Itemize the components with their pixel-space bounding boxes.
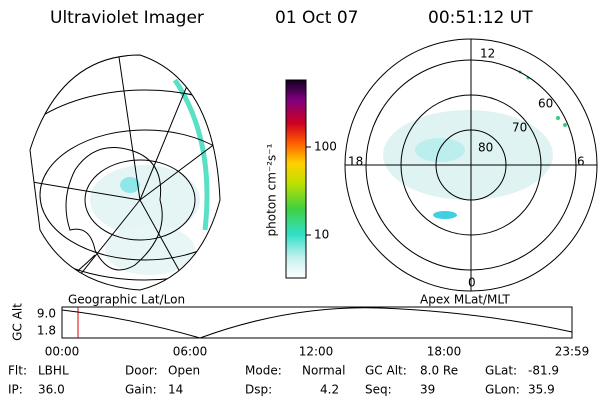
footer-label: IP: [8,383,23,397]
footer-value: 36.0 [38,383,65,397]
footer-label: Mode: [245,364,282,378]
alt-ytick: 1.8 [37,324,56,338]
date: 01 Oct 07 [275,8,358,28]
footer-value: Open [168,364,200,378]
altitude-plot [61,306,573,339]
footer-label: GLat: [485,364,517,378]
alt-xtick: 12:00 [299,345,334,359]
geographic-map [29,54,221,291]
mlt-label: 0 [468,276,476,290]
alt-xtick: 06:00 [173,345,208,359]
footer-label: Seq: [365,383,392,397]
footer-value: 35.9 [528,383,555,397]
colorbar-label: photon cm⁻²s⁻¹ [265,143,279,236]
instrument: Ultraviolet Imager [50,8,204,28]
mlt-label: 12 [480,47,495,61]
footer-value: 14 [168,383,183,397]
alt-ylabel: GC Alt [11,303,25,341]
footer: Flt: LBHL Door: Open Mode: Normal GC Alt: 8.0 R… [8,364,559,397]
footer-label: Gain: [125,383,157,397]
colorbar-tick-label: 100 [314,140,337,154]
footer-value: LBHL [38,364,69,378]
footer-label: GC Alt: [365,364,407,378]
footer-label: Door: [125,364,158,378]
polar-map [344,38,598,292]
footer-value: 4.2 [320,383,339,397]
lat-label: 70 [512,121,527,135]
alt-ytick: 9.0 [37,307,56,321]
right-caption: Apex MLat/MLT [420,293,510,307]
footer-value: 8.0 Re [420,364,458,378]
colorbar [285,79,307,279]
alt-xtick: 18:00 [427,345,462,359]
lat-label: 80 [478,141,493,155]
footer-value: 39 [420,383,435,397]
alt-xtick: 00:00 [45,345,80,359]
footer-label: Flt: [8,364,27,378]
time: 00:51:12 UT [428,8,533,28]
lat-label: 60 [538,97,553,111]
mlt-label: 6 [577,155,585,169]
mlt-label: 18 [348,155,363,169]
footer-label: Dsp: [245,383,272,397]
footer-value: -81.9 [528,364,559,378]
colorbar-tick-label: 10 [314,228,329,242]
footer-label: GLon: [485,383,520,397]
alt-xtick: 23:59 [555,345,590,359]
left-caption: Geographic Lat/Lon [68,293,185,307]
footer-value: Normal [302,364,345,378]
